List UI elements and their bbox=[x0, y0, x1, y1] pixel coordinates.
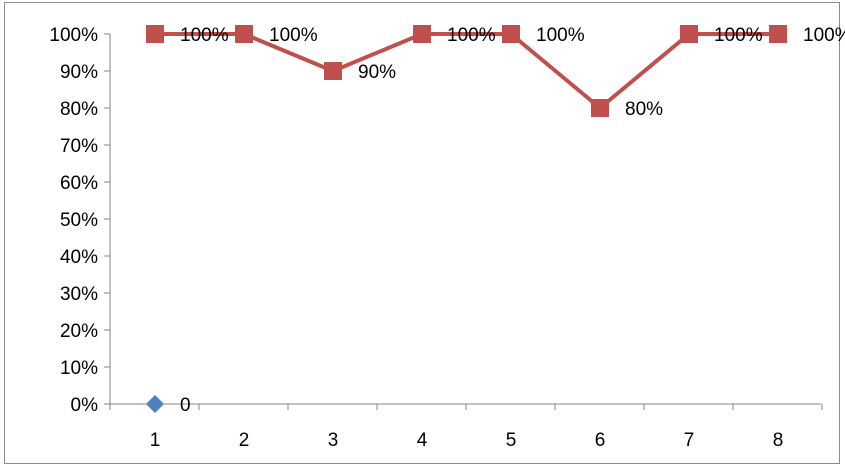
series-layer: 100% 100% 90% 100% 100% 80% 100% 100% 0 bbox=[146, 25, 845, 416]
x-axis-tick-labels: 1 2 3 4 5 6 7 8 bbox=[150, 430, 784, 451]
data-point-marker bbox=[235, 25, 253, 43]
data-point-marker bbox=[680, 25, 698, 43]
data-point-marker bbox=[769, 25, 787, 43]
data-label: 90% bbox=[358, 62, 396, 83]
x-tick-label: 7 bbox=[684, 430, 695, 451]
series-1: 100% 100% 90% 100% 100% 80% 100% 100% bbox=[146, 25, 845, 120]
y-axis-tick-labels: 0% 10% 20% 30% 40% 50% 60% 70% 80% 90% 100% bbox=[49, 25, 98, 416]
x-tick-label: 2 bbox=[239, 430, 250, 451]
data-label: 100% bbox=[180, 25, 229, 46]
y-tick-label: 70% bbox=[60, 136, 98, 157]
y-tick-label: 50% bbox=[60, 210, 98, 231]
axes bbox=[104, 33, 823, 410]
y-tick-label: 30% bbox=[60, 284, 98, 305]
y-tick-label: 40% bbox=[60, 247, 98, 268]
data-point-marker bbox=[502, 25, 520, 43]
y-tick-label: 80% bbox=[60, 99, 98, 120]
y-tick-label: 100% bbox=[49, 25, 98, 46]
chart-frame bbox=[4, 2, 840, 464]
data-label: 0 bbox=[180, 395, 191, 416]
x-tick-label: 1 bbox=[150, 430, 161, 451]
y-tick-label: 0% bbox=[71, 395, 99, 416]
x-tick-label: 5 bbox=[506, 430, 517, 451]
data-point-marker bbox=[324, 62, 342, 80]
series-line bbox=[155, 32, 778, 110]
data-label: 100% bbox=[714, 25, 763, 46]
x-tick-label: 4 bbox=[417, 430, 428, 451]
y-tick-label: 10% bbox=[60, 358, 98, 379]
data-point-marker bbox=[146, 395, 164, 413]
data-point-marker bbox=[591, 99, 609, 117]
data-label: 100% bbox=[803, 25, 845, 46]
y-tick-label: 90% bbox=[60, 62, 98, 83]
x-tick-label: 3 bbox=[328, 430, 339, 451]
data-label: 100% bbox=[269, 25, 318, 46]
x-tick-label: 6 bbox=[595, 430, 606, 451]
data-label: 80% bbox=[625, 99, 663, 120]
data-point-marker bbox=[413, 25, 431, 43]
data-label: 100% bbox=[536, 25, 585, 46]
y-tick-label: 60% bbox=[60, 173, 98, 194]
x-tick-label: 8 bbox=[773, 430, 784, 451]
y-tick-label: 20% bbox=[60, 321, 98, 342]
series-2: 0 bbox=[146, 395, 191, 416]
data-point-marker bbox=[146, 25, 164, 43]
data-label: 100% bbox=[447, 25, 496, 46]
